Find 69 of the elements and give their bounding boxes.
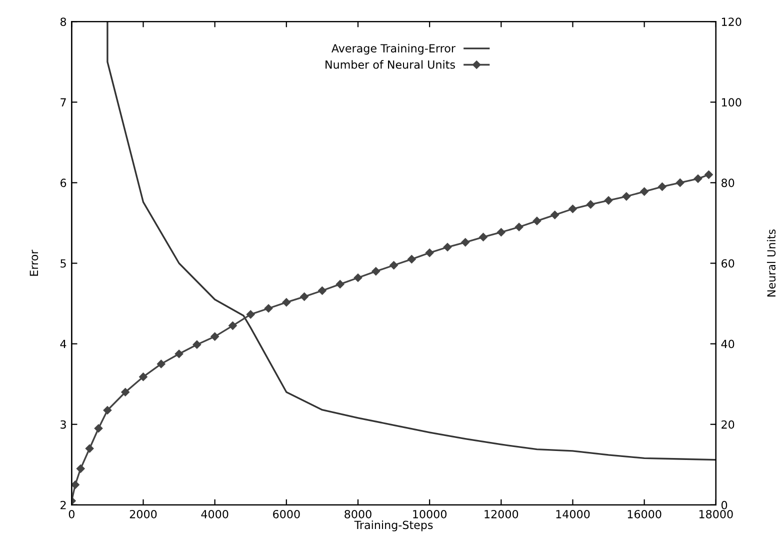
- x-tick-label: 2000: [130, 510, 157, 518]
- point: [443, 243, 452, 252]
- y-tick-label: 2: [60, 500, 66, 510]
- point: [300, 292, 308, 301]
- y-tick-label: 4: [60, 340, 66, 348]
- point: [497, 228, 506, 236]
- point: [103, 406, 112, 414]
- x-tick-label: 10000: [413, 510, 447, 518]
- y2-tick-label: 20: [722, 420, 734, 429]
- point: [121, 388, 130, 396]
- x-tick-label: 0: [68, 510, 74, 518]
- x-tick-label: 16000: [628, 510, 662, 518]
- point: [586, 200, 595, 209]
- x-tick-label: 18000: [699, 510, 733, 518]
- point: [514, 222, 524, 232]
- point: [94, 424, 103, 433]
- point: [372, 267, 380, 276]
- point: [139, 372, 148, 381]
- point: [550, 210, 559, 220]
- x-tick-label: 8000: [344, 510, 372, 518]
- point: [532, 216, 542, 226]
- point: [228, 322, 237, 330]
- y-tick-label: 8: [60, 18, 66, 26]
- point: [157, 360, 166, 368]
- y-tick-label: 3: [60, 420, 66, 429]
- point: [461, 238, 470, 246]
- point: [318, 286, 326, 295]
- point: [264, 304, 273, 312]
- point: [210, 332, 219, 341]
- line-series: [106, 22, 716, 461]
- point: [174, 350, 184, 358]
- x-tick-label: 4000: [201, 510, 228, 518]
- y-tick-label: 6: [60, 178, 66, 188]
- point: [72, 480, 80, 489]
- point: [282, 298, 291, 306]
- legend-label: Number of Neural Units: [326, 60, 455, 69]
- point: [640, 187, 648, 196]
- point: [604, 196, 613, 205]
- point: [354, 274, 362, 282]
- x-tick-label: 12000: [484, 510, 518, 518]
- point: [76, 464, 85, 473]
- point: [622, 192, 631, 201]
- y-tick-label: 5: [60, 259, 66, 268]
- point: [408, 255, 416, 264]
- point: [85, 444, 94, 453]
- y2-axis-title: Neural Units: [766, 229, 776, 296]
- point: [568, 204, 577, 214]
- y2-tick-label: 80: [722, 178, 734, 188]
- y2-tick-label: 100: [722, 98, 742, 107]
- y2-tick-label: 60: [722, 259, 734, 268]
- point: [658, 182, 666, 191]
- y-tick-label: 7: [60, 98, 66, 106]
- point: [425, 248, 434, 257]
- x-axis-title: Training-Steps: [354, 520, 433, 532]
- point: [192, 340, 202, 349]
- legend-label: Average Training-Error: [332, 44, 456, 55]
- x-tick-label: 6000: [273, 510, 300, 518]
- point: [479, 232, 488, 242]
- point: [676, 178, 684, 187]
- point: [246, 310, 255, 319]
- point: [336, 280, 344, 288]
- y-axis-title: Error: [30, 250, 38, 276]
- point: [704, 170, 713, 179]
- y2-tick-label: 40: [721, 340, 734, 348]
- x-tick-label: 14000: [556, 510, 590, 518]
- y2-tick-label: 120: [722, 18, 742, 26]
- point: [390, 261, 398, 270]
- point: [694, 174, 702, 183]
- y2-tick-label: 0: [721, 500, 728, 510]
